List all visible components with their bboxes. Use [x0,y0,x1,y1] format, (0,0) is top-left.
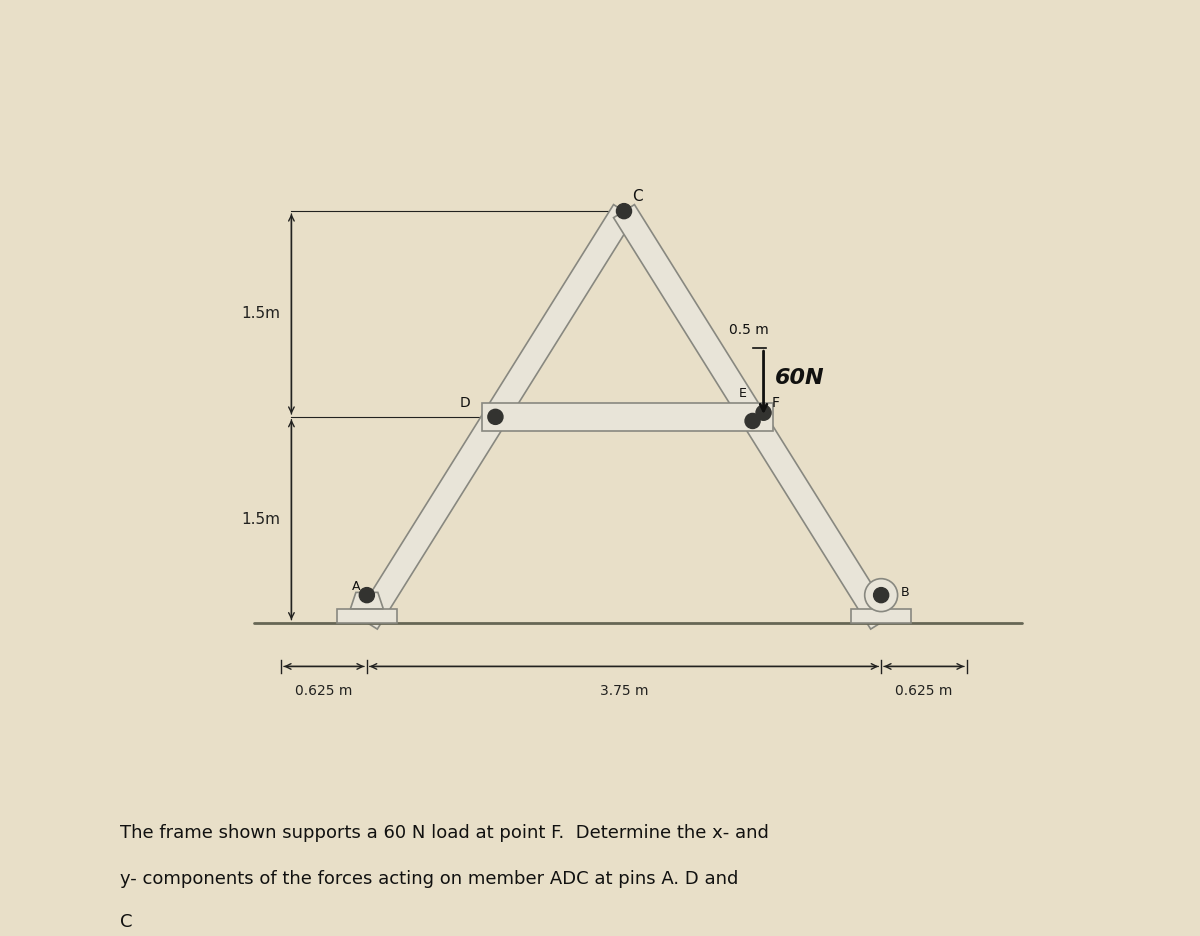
Text: 60N: 60N [774,369,824,388]
Text: 0.5 m: 0.5 m [730,323,769,337]
Text: C: C [632,189,643,204]
Text: B: B [900,586,908,599]
Polygon shape [851,608,911,622]
Text: 1.5m: 1.5m [241,306,281,321]
Polygon shape [356,205,635,629]
Circle shape [745,414,760,429]
Text: C: C [120,913,132,930]
Polygon shape [350,592,383,608]
Text: A: A [352,580,360,593]
Polygon shape [337,608,397,622]
Text: 3.75 m: 3.75 m [600,684,648,698]
Text: F: F [772,396,780,410]
Text: 0.625 m: 0.625 m [295,684,353,698]
Text: 1.5m: 1.5m [241,512,281,527]
Circle shape [359,588,374,603]
Circle shape [617,204,631,219]
Polygon shape [481,403,773,431]
Text: D: D [460,396,470,410]
Polygon shape [613,205,892,629]
Text: E: E [739,388,748,401]
Circle shape [874,588,889,603]
Text: The frame shown supports a 60 N load at point F.  Determine the x- and: The frame shown supports a 60 N load at … [120,824,769,841]
Circle shape [488,409,503,424]
Text: 0.625 m: 0.625 m [895,684,953,698]
Circle shape [756,405,772,420]
Text: y- components of the forces acting on member ADC at pins A. D and: y- components of the forces acting on me… [120,870,738,888]
Circle shape [865,578,898,611]
